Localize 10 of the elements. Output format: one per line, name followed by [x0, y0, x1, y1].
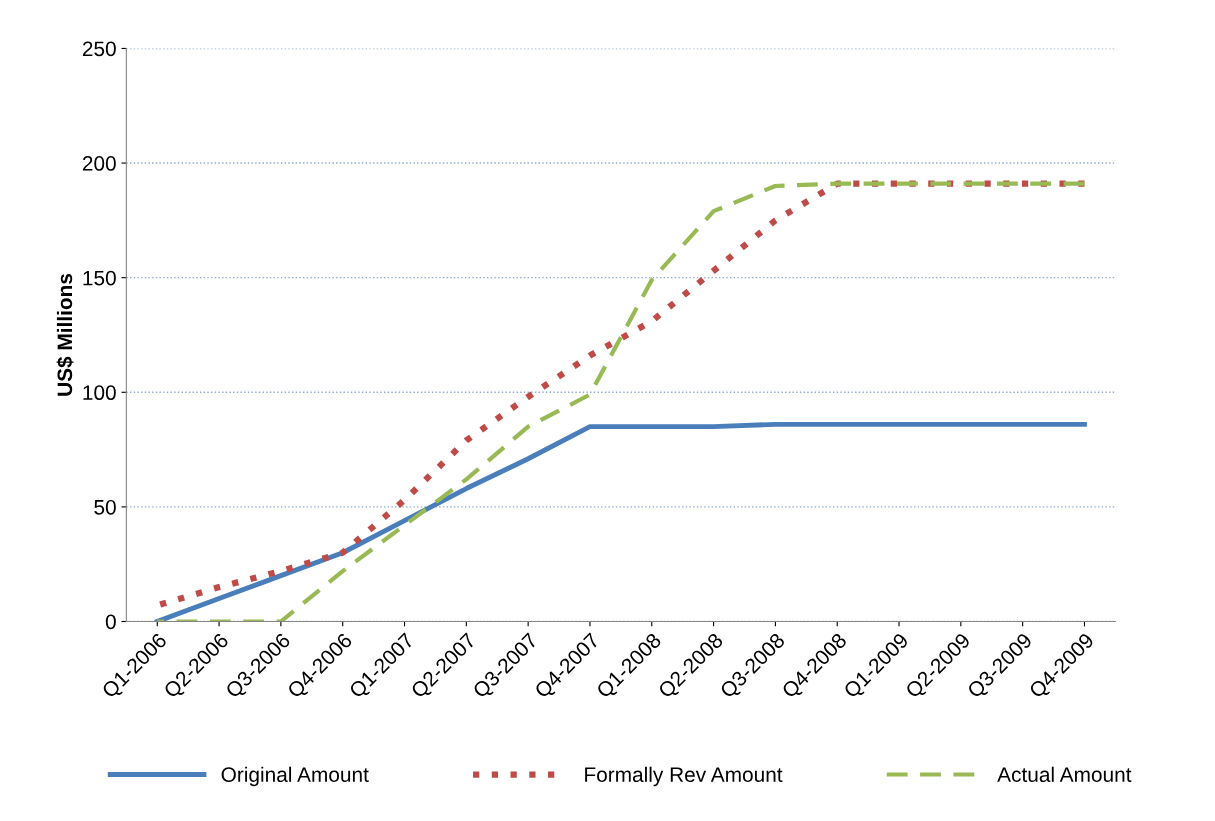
- y-tick-label: 200: [82, 156, 116, 171]
- legend-label: Actual Amount: [997, 766, 1132, 783]
- y-axis-title: US$ Millions: [56, 273, 74, 396]
- y-tick-label: 0: [105, 614, 116, 630]
- y-tick-label: 250: [82, 41, 116, 57]
- legend-label: Original Amount: [221, 766, 369, 787]
- legend-label: Formally Rev Amount: [585, 766, 783, 787]
- y-tick-label: 150: [83, 270, 116, 286]
- y-tick-label: 100: [83, 385, 116, 401]
- y-tick-label: 50: [94, 499, 116, 515]
